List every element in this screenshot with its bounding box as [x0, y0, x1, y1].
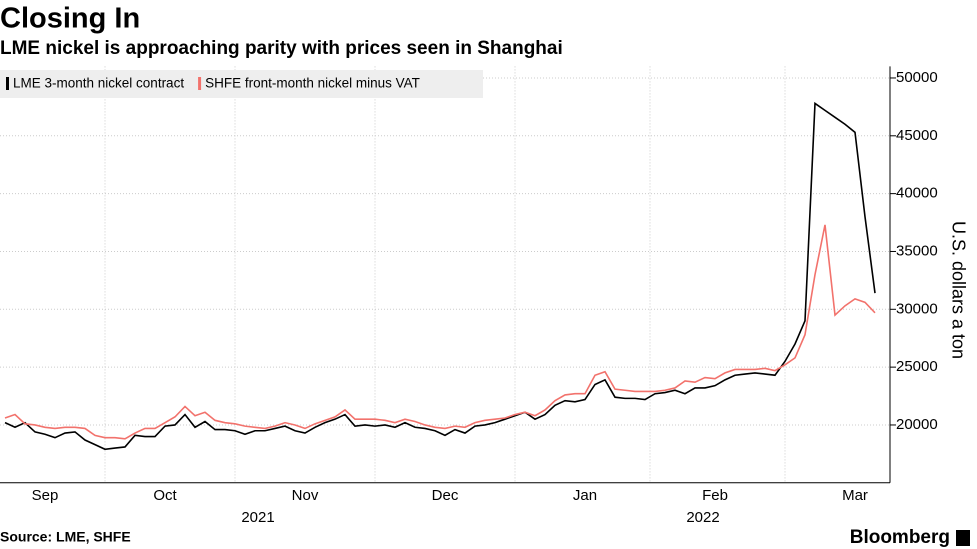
y-tick-label: 40000: [896, 185, 938, 202]
x-tick-label: Nov: [292, 487, 319, 504]
brand: Bloomberg: [850, 527, 950, 548]
y-tick-label: 25000: [896, 358, 938, 375]
legend-label: SHFE front-month nickel minus VAT: [205, 76, 420, 91]
series-line: [4, 101, 876, 451]
brand-icon: [956, 530, 970, 546]
x-tick-label: Feb: [702, 487, 728, 504]
chart-subtitle: LME nickel is approaching parity with pr…: [0, 38, 563, 59]
legend-background: [0, 70, 483, 98]
y-tick-label: 35000: [896, 242, 938, 259]
legend: LME 3-month nickel contract SHFE front-mo…: [0, 70, 483, 98]
x-tick-label: Jan: [573, 487, 597, 504]
x-tick-label: Dec: [432, 487, 459, 504]
y-axis-label: U.S. dollars a ton: [948, 221, 968, 359]
x-year-label: 2021: [241, 509, 274, 526]
y-tick-label: 45000: [896, 127, 938, 144]
y-tick-label: 20000: [896, 416, 938, 433]
y-tick-label: 30000: [896, 300, 938, 317]
legend-swatch: [6, 77, 9, 90]
x-tick-label: Sep: [32, 487, 59, 504]
x-tick-label: Oct: [153, 487, 177, 504]
source: Source: LME, SHFE: [0, 529, 131, 545]
x-year-label: 2022: [686, 509, 719, 526]
legend-swatch: [198, 77, 202, 90]
y-tick-label: 50000: [896, 69, 938, 86]
legend-label: LME 3-month nickel contract: [13, 76, 184, 91]
series-line: [4, 224, 876, 440]
x-tick-label: Mar: [842, 487, 868, 504]
chart-title: Closing In: [0, 3, 140, 35]
